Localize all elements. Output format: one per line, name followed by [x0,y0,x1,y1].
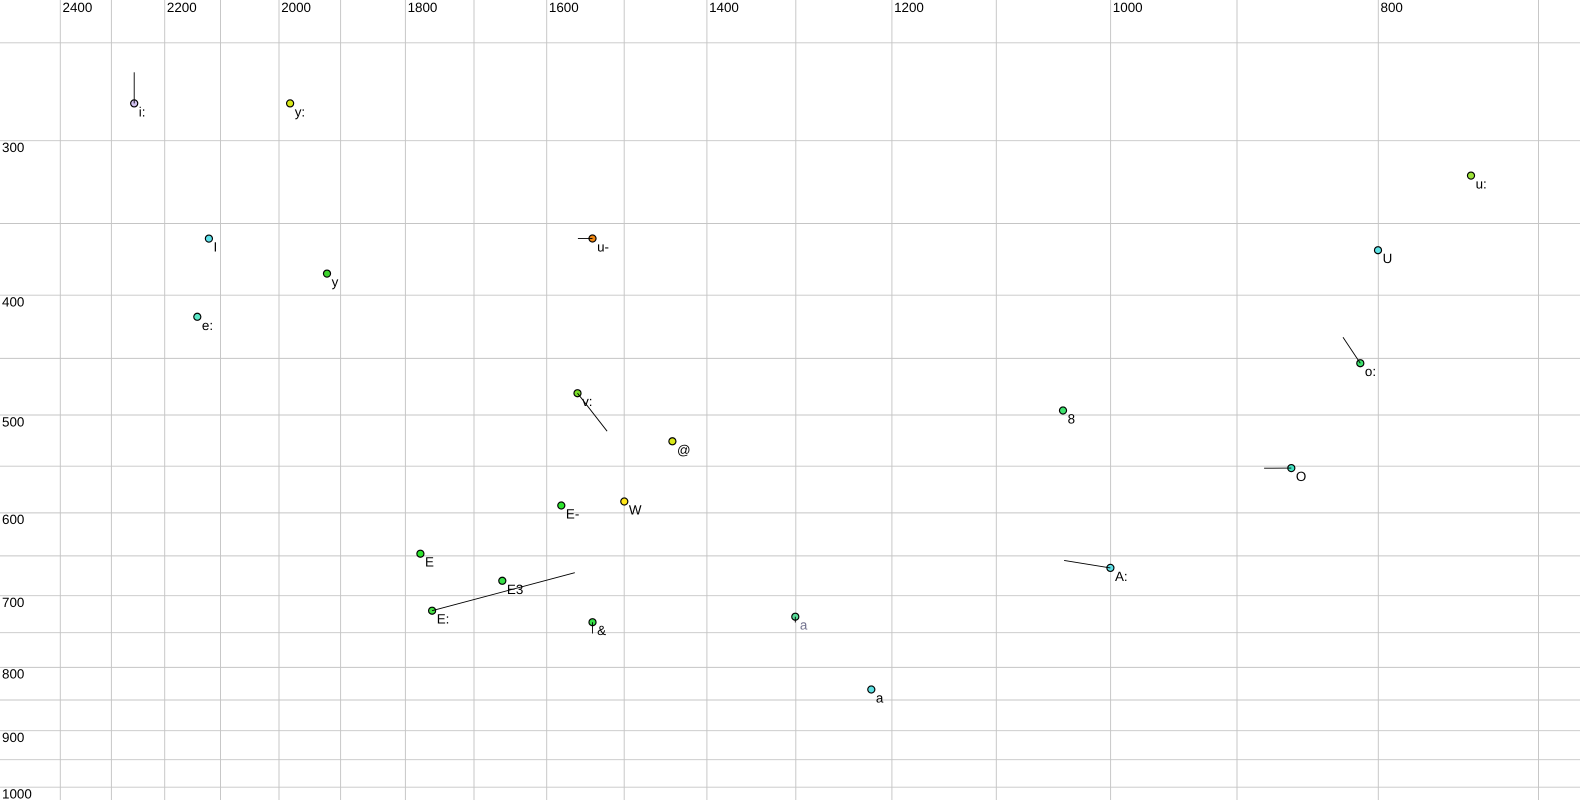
svg-text:2400: 2400 [63,0,93,15]
svg-text:1800: 1800 [408,0,438,15]
svg-text:&: & [597,623,606,638]
svg-text:8: 8 [1068,412,1075,427]
svg-text:E: E [425,555,434,570]
svg-text:1600: 1600 [549,0,579,15]
svg-text:y:: y: [295,104,305,119]
svg-text:1000: 1000 [1113,0,1143,15]
svg-text:E3: E3 [507,582,523,597]
svg-text:2200: 2200 [167,0,197,15]
svg-text:e:: e: [202,318,213,333]
svg-text:i:: i: [139,104,146,119]
svg-text:600: 600 [2,512,24,527]
svg-text:900: 900 [2,730,24,745]
svg-text:E-: E- [566,507,579,522]
svg-text:800: 800 [1381,0,1403,15]
svg-text:300: 300 [2,140,24,155]
svg-text:y: y [332,275,339,290]
svg-text:I: I [214,240,218,255]
svg-text:v:: v: [582,394,592,409]
svg-text:W: W [629,503,642,518]
svg-text:400: 400 [2,295,24,310]
svg-text:2000: 2000 [281,0,311,15]
svg-text:a: a [800,618,808,633]
svg-text:o:: o: [1365,364,1376,379]
svg-text:u-: u- [597,240,609,255]
svg-text:A:: A: [1115,569,1128,584]
svg-text:1400: 1400 [709,0,739,15]
svg-text:O: O [1296,469,1306,484]
svg-text:@: @ [677,442,691,457]
svg-text:700: 700 [2,595,24,610]
svg-text:1000: 1000 [2,787,32,801]
svg-text:a: a [876,691,884,706]
svg-text:U: U [1383,251,1393,266]
svg-text:800: 800 [2,667,24,682]
svg-text:E:: E: [437,612,450,627]
svg-text:1200: 1200 [894,0,924,15]
svg-text:u:: u: [1476,177,1487,192]
svg-text:500: 500 [2,414,24,429]
